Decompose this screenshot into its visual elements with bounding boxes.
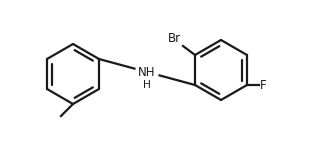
Text: Br: Br (168, 32, 181, 45)
Text: H: H (143, 81, 151, 90)
Text: F: F (260, 78, 267, 92)
Text: NH: NH (138, 66, 156, 78)
